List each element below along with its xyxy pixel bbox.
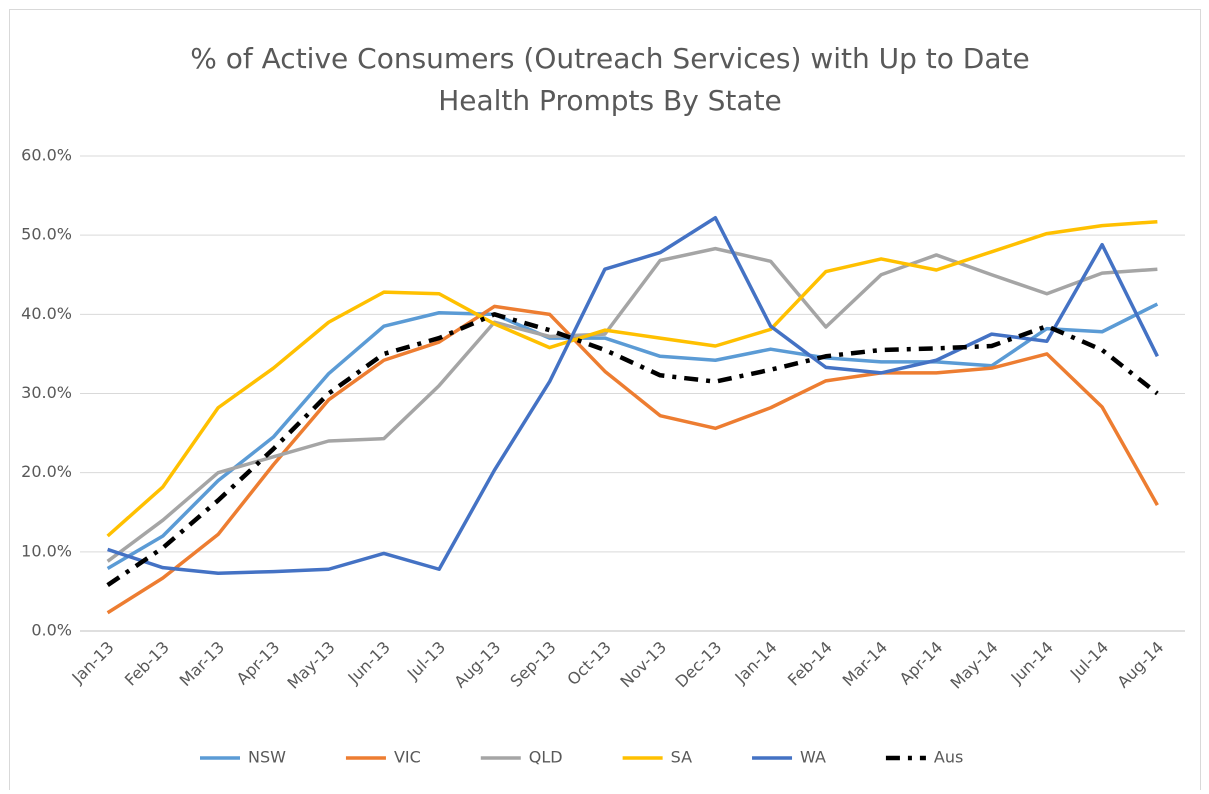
chart-title: Health Prompts By State xyxy=(438,84,782,117)
x-tick-label: Oct-13 xyxy=(563,638,614,689)
x-tick-label: Jun-14 xyxy=(1007,638,1057,688)
y-tick-label: 40.0% xyxy=(21,304,72,323)
y-tick-label: 30.0% xyxy=(21,383,72,402)
x-tick-label: Feb-13 xyxy=(121,638,173,690)
x-tick-label: May-13 xyxy=(284,638,339,693)
x-tick-label: Jul-14 xyxy=(1066,638,1112,684)
y-tick-label: 0.0% xyxy=(31,621,72,640)
x-tick-label: Mar-13 xyxy=(176,638,229,691)
legend-label: VIC xyxy=(394,748,421,767)
y-tick-label: 50.0% xyxy=(21,225,72,244)
x-tick-label: Aug-14 xyxy=(1113,638,1167,692)
x-tick-label: Feb-14 xyxy=(784,638,836,690)
legend-label: NSW xyxy=(248,748,286,767)
series-line xyxy=(107,216,1159,575)
x-tick-label: Jan-14 xyxy=(731,638,781,688)
legend-label: Aus xyxy=(934,748,963,767)
x-tick-label: Jul-13 xyxy=(403,638,449,684)
legend-label: QLD xyxy=(529,748,563,767)
y-tick-label: 20.0% xyxy=(21,462,72,481)
x-tick-label: Nov-13 xyxy=(616,638,670,692)
x-tick-label: Mar-14 xyxy=(839,638,892,691)
x-tick-label: Sep-13 xyxy=(506,638,559,691)
series-line xyxy=(106,302,1159,570)
x-tick-label: Apr-14 xyxy=(896,638,947,689)
series-line xyxy=(106,246,1158,563)
legend-label: SA xyxy=(671,748,692,767)
x-tick-label: Dec-13 xyxy=(672,638,726,692)
x-tick-label: Jan-13 xyxy=(68,638,118,688)
x-tick-label: Aug-13 xyxy=(450,638,504,692)
series-line xyxy=(106,219,1158,538)
x-tick-label: Apr-13 xyxy=(233,638,284,689)
x-tick-label: May-14 xyxy=(947,638,1002,693)
series-line xyxy=(106,312,1159,587)
chart-title: % of Active Consumers (Outreach Services… xyxy=(190,42,1029,75)
y-tick-label: 10.0% xyxy=(21,541,72,560)
chart-border xyxy=(9,9,1201,790)
legend-label: WA xyxy=(800,748,826,767)
x-tick-label: Jun-13 xyxy=(344,638,394,688)
y-tick-label: 60.0% xyxy=(21,146,72,165)
